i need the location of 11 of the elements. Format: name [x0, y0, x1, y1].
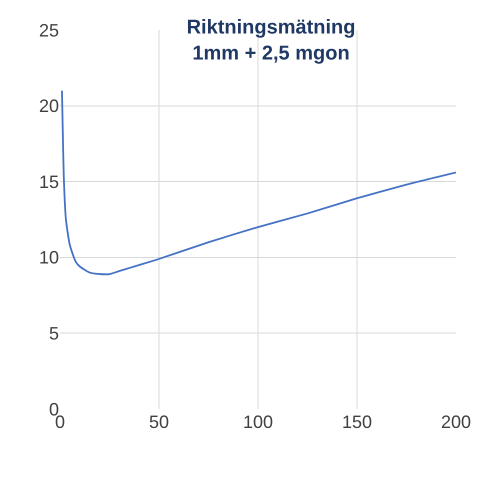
y-tick-label: 10 [38, 248, 59, 268]
x-tick-label: 100 [242, 412, 274, 432]
chart-title: Riktningsmätning 1mm + 2,5 mgon [186, 16, 356, 65]
y-tick-label: 15 [38, 172, 59, 192]
y-tick-label: 5 [48, 324, 59, 344]
line-series [61, 90, 456, 276]
y-tick-label: 25 [38, 20, 59, 40]
y-tick-label: 20 [38, 96, 59, 116]
x-tick-label: 200 [440, 412, 472, 432]
x-tick-label: 50 [148, 412, 170, 432]
x-tick-label: 150 [342, 412, 372, 432]
